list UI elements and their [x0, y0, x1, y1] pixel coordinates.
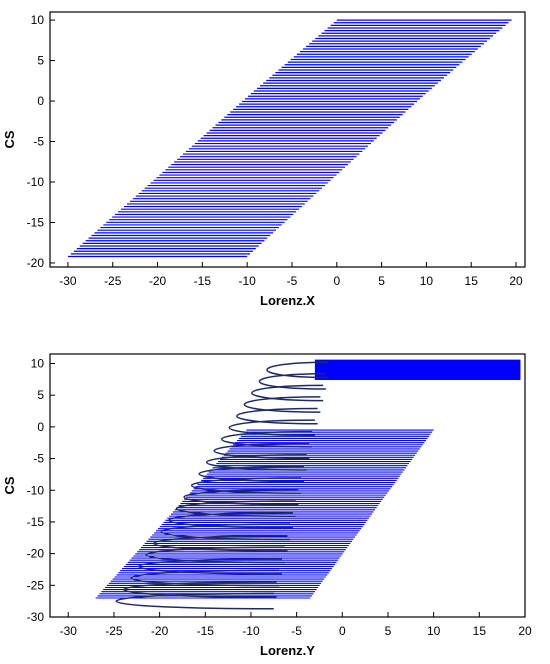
x-tick-label-0-5: -5	[287, 274, 298, 288]
y-tick-label-1-3: -5	[33, 452, 44, 466]
x-tick-label-1-6: 0	[339, 624, 346, 638]
loop-stroke-19	[123, 581, 277, 598]
series-top-band	[67, 19, 512, 258]
series-bottom-tube	[314, 359, 521, 381]
x-tick-label-1-8: 10	[427, 624, 441, 638]
x-tick-label-1-10: 20	[518, 624, 532, 638]
y-tick-label-1-0: 10	[31, 357, 45, 371]
x-tick-label-1-3: -15	[197, 624, 215, 638]
x-tick-label-0-7: 5	[378, 274, 385, 288]
loop-stroke-12	[176, 500, 296, 517]
loop-stroke-13	[168, 511, 293, 529]
series-bottom-loops	[115, 361, 329, 610]
loop-stroke-16	[145, 546, 285, 564]
loop-stroke-5	[228, 419, 315, 437]
x-tick-label-0-10: 20	[509, 274, 523, 288]
x-tick-label-0-0: -30	[59, 274, 77, 288]
y-tick-label-1-4: -10	[27, 483, 45, 497]
y-tick-label-1-8: -30	[27, 610, 45, 624]
x-tick-label-1-5: -5	[291, 624, 302, 638]
loop-stroke-6	[221, 430, 313, 448]
loop-stroke-14	[161, 523, 291, 541]
x-tick-label-0-9: 15	[465, 274, 479, 288]
x-tick-label-0-4: -10	[238, 274, 256, 288]
loop-stroke-10	[190, 477, 302, 494]
x-tick-label-1-2: -20	[151, 624, 169, 638]
loop-stroke-15	[153, 534, 288, 552]
chart-lorenz-x-vs-cs: -30 -25 -20 -15 -10 -5 0 5 10 15 20 10 5 0 -5 -10 -15 -20…	[2, 11, 526, 308]
loop-stroke-1	[258, 373, 326, 390]
x-tick-label-1-4: -10	[242, 624, 260, 638]
y-tick-label-0-4: -10	[27, 175, 45, 189]
y-tick-label-1-5: -15	[27, 515, 45, 529]
loop-stroke-3	[243, 396, 321, 413]
y-tick-label-1-2: 0	[37, 420, 44, 434]
loop-stroke-18	[130, 569, 280, 587]
y-tick-label-0-1: 5	[37, 54, 44, 68]
y-tick-label-0-6: -20	[27, 256, 45, 270]
x-axis-label-0: Lorenz.X	[260, 293, 315, 308]
x-tick-label-0-2: -20	[149, 274, 167, 288]
loop-stroke-8	[206, 454, 307, 471]
x-axis-label-1: Lorenz.Y	[260, 643, 315, 658]
x-tick-label-0-8: 10	[420, 274, 434, 288]
x-tick-label-0-6: 0	[333, 274, 340, 288]
y-tick-label-1-7: -25	[27, 578, 45, 592]
y-tick-label-0-5: -15	[27, 215, 45, 229]
y-tick-label-0-3: -5	[33, 135, 44, 149]
x-tick-label-1-1: -25	[105, 624, 123, 638]
y-tick-label-0-0: 10	[31, 13, 45, 27]
x-tick-label-0-1: -25	[104, 274, 122, 288]
y-tick-label-1-6: -20	[27, 547, 45, 561]
axis-frame-0	[49, 11, 526, 268]
loop-stroke-9	[198, 465, 304, 483]
loop-stroke-4	[236, 407, 318, 425]
loop-stroke-0	[266, 361, 329, 379]
x-tick-label-1-9: 15	[473, 624, 487, 638]
loop-stroke-2	[251, 384, 324, 402]
chart-lorenz-y-vs-cs: -30 -25 -20 -15 -10 -5 0 5 10 15 20 10 5 0 -5 -10 -15 -20…	[2, 353, 532, 658]
y-tick-label-1-1: 5	[37, 388, 44, 402]
y-tick-label-0-2: 0	[37, 94, 44, 108]
x-tick-label-1-7: 5	[385, 624, 392, 638]
loop-stroke-20	[115, 592, 274, 610]
loop-stroke-7	[213, 442, 310, 460]
loop-stroke-17	[138, 558, 283, 575]
loop-stroke-11	[183, 488, 299, 506]
x-tick-label-1-0: -30	[60, 624, 78, 638]
y-axis-label-0: CS	[2, 130, 17, 148]
axis-frame-1	[49, 353, 526, 618]
y-axis-label-1: CS	[2, 476, 17, 494]
x-tick-label-0-3: -15	[194, 274, 212, 288]
